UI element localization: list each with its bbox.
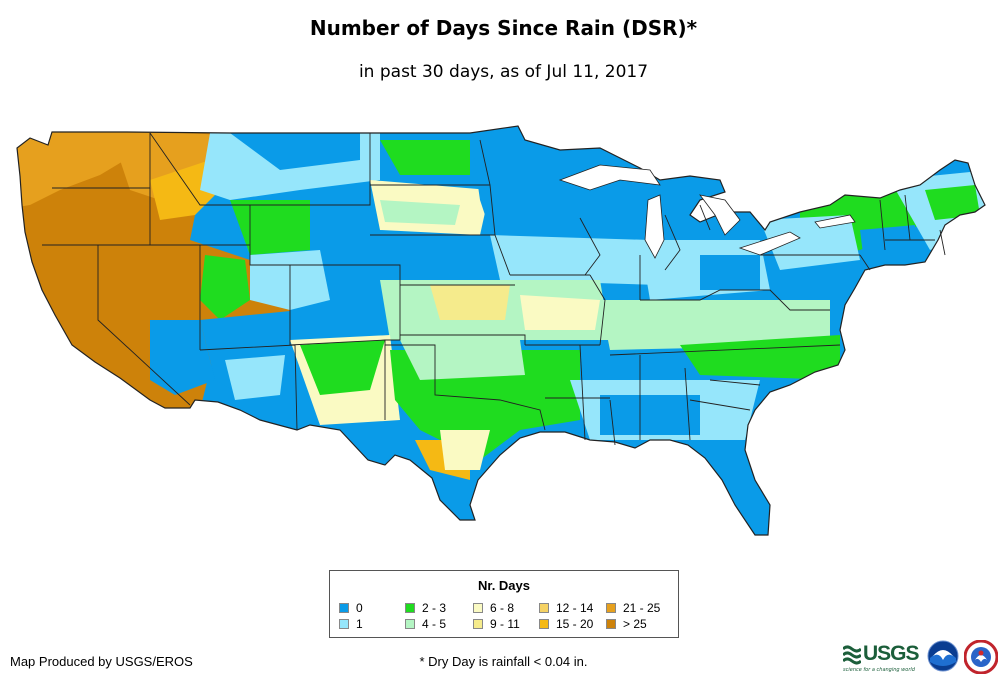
lake-michigan bbox=[644, 194, 665, 259]
legend-swatch-21-25 bbox=[606, 603, 616, 613]
legend-swatch-12-14 bbox=[539, 603, 549, 613]
legend-label-1: 1 bbox=[356, 617, 363, 631]
region-dakota-green bbox=[380, 140, 470, 175]
legend-label-2-3: 2 - 3 bbox=[422, 601, 447, 615]
legend: Nr. Days 0 1 2 - 3 4 - 5 6 - 8 9 - 11 12… bbox=[329, 570, 679, 638]
legend-swatch-2-3 bbox=[405, 603, 415, 613]
map-subtitle: in past 30 days, as of Jul 11, 2017 bbox=[358, 62, 649, 82]
legend-swatch-4-5 bbox=[405, 619, 415, 629]
region-pnw bbox=[17, 126, 130, 210]
region-ks-yellow bbox=[430, 285, 510, 320]
region-mw-blue bbox=[700, 255, 760, 290]
legend-label-21-25: 21 - 25 bbox=[623, 601, 661, 615]
legend-swatch-15-20 bbox=[539, 619, 549, 629]
producer-credit: Map Produced by USGS/EROS bbox=[10, 654, 193, 669]
usgs-wave-icon bbox=[843, 645, 861, 665]
region-mw-mint bbox=[600, 300, 830, 350]
legend-label-6-8: 6 - 8 bbox=[490, 601, 515, 615]
usgs-logo-text: USGS bbox=[863, 642, 920, 665]
region-mo-yellow bbox=[520, 295, 600, 330]
legend-label-15-20: 15 - 20 bbox=[556, 617, 594, 631]
lake-erie bbox=[738, 231, 801, 256]
usgs-logo-tagline: science for a changing world bbox=[843, 667, 915, 673]
legend-swatch-gt25 bbox=[606, 619, 616, 629]
dry-day-footnote: * Dry Day is rainfall < 0.04 in. bbox=[419, 654, 588, 669]
region-se-green bbox=[680, 335, 840, 380]
region-nengland-green bbox=[925, 185, 980, 220]
region-utah-blue bbox=[200, 310, 310, 400]
lake-huron bbox=[699, 194, 741, 236]
region-se-blue bbox=[600, 395, 700, 435]
legend-swatch-9-11 bbox=[473, 619, 483, 629]
legend-title: Nr. Days bbox=[477, 578, 531, 593]
state-boundaries bbox=[42, 132, 946, 446]
region-ny-blue bbox=[860, 225, 915, 270]
region-montana-blue bbox=[230, 133, 360, 170]
dsr-map bbox=[16, 125, 986, 536]
region-mn-blue bbox=[470, 130, 660, 260]
nws-logo-icon bbox=[964, 640, 998, 674]
region-iowa-lightblue bbox=[490, 235, 660, 285]
legend-swatch-6-8 bbox=[473, 603, 483, 613]
legend-label-12-14: 12 - 14 bbox=[556, 601, 594, 615]
region-az-lightblue bbox=[225, 355, 285, 400]
region-tx-mint bbox=[400, 340, 525, 380]
region-nm-green bbox=[300, 340, 385, 395]
legend-label-4-5: 4 - 5 bbox=[422, 617, 447, 631]
legend-label-gt25: > 25 bbox=[623, 617, 647, 631]
lake-ontario bbox=[814, 214, 856, 229]
region-az-blue bbox=[150, 320, 215, 395]
legend-label-9-11: 9 - 11 bbox=[490, 617, 520, 631]
legend-swatch-1 bbox=[339, 619, 349, 629]
region-utah-green bbox=[200, 255, 250, 320]
region-tx-lightyellow bbox=[440, 430, 490, 470]
conus-outline bbox=[16, 125, 986, 536]
agency-logos: USGS science for a changing world bbox=[843, 640, 1003, 680]
usgs-logo: USGS science for a changing world bbox=[843, 642, 921, 673]
lake-superior bbox=[558, 164, 661, 191]
noaa-logo-icon bbox=[927, 640, 959, 672]
region-sd-mint bbox=[380, 200, 460, 225]
legend-label-0: 0 bbox=[356, 601, 363, 615]
map-title: Number of Days Since Rain (DSR)* bbox=[309, 16, 698, 40]
region-ne-lightblue bbox=[760, 215, 860, 270]
legend-swatch-0 bbox=[339, 603, 349, 613]
